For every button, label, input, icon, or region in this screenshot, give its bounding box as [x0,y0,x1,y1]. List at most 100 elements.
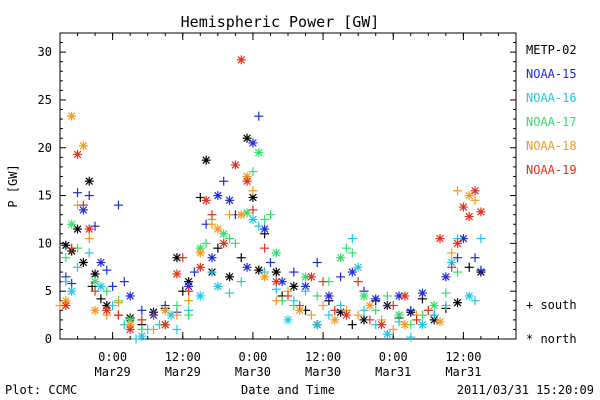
plot-marks [55,55,486,344]
south-plus-point [137,324,147,334]
south-plus-point [406,332,416,342]
north-star-point [330,315,340,325]
south-plus-point [189,267,199,277]
north-star-point [400,320,410,330]
north-star-point [476,207,486,217]
north-star-point [458,234,468,244]
series-noaa-19 [61,55,486,334]
legend-noaa-19: NOAA-19 [526,163,577,177]
north-star-point [254,148,264,158]
north-star-point [225,195,235,205]
south-plus-point [347,320,357,330]
south-plus-point [149,324,159,334]
north-star-point [78,141,88,151]
south-plus-point [301,286,311,296]
north-star-point [453,298,463,308]
north-star-point [166,310,176,320]
legend-noaa-18: NOAA-18 [526,139,577,153]
south-plus-point [336,272,346,282]
footer-timestamp: 2011/03/31 15:20:09 [457,383,594,397]
south-plus-point [476,265,486,275]
north-star-point [236,55,246,65]
south-plus-point [254,221,264,231]
north-star-point [377,320,387,330]
north-star-point [67,111,77,121]
south-plus-point [447,262,457,272]
south-plus-point [464,262,474,272]
south-plus-point [359,305,369,315]
north-star-point [435,234,445,244]
x-tick-label-time: 12:00 [165,350,201,364]
south-plus-point [254,111,264,121]
north-star-point [382,329,392,339]
north-star-point [160,305,170,315]
north-star-point [417,320,427,330]
north-star-point [271,277,281,287]
south-plus-point [102,286,112,296]
south-plus-point [78,200,88,210]
south-plus-point [184,286,194,296]
y-tick-label: 25 [38,93,52,107]
x-tick-label-time: 12:00 [305,350,341,364]
north-star-point [464,212,474,222]
north-star-point [400,291,410,301]
north-star-point [447,258,457,267]
x-tick-label-time: 12:00 [445,350,481,364]
south-plus-point [67,279,77,289]
north-star-point [84,176,94,186]
south-plus-point [388,301,398,311]
south-plus-point [470,253,480,263]
south-plus-point [295,301,305,311]
south-plus-point [265,258,275,267]
x-tick-label-date: Mar29 [165,365,201,379]
south-plus-point [90,286,100,296]
north-star-point [90,269,100,279]
north-star-point [371,294,381,304]
footer-credit: Plot: CCMC [5,383,77,397]
north-star-point [441,272,451,282]
south-plus-point [271,284,281,294]
south-plus-point [113,310,123,320]
south-plus-point [207,219,217,229]
south-plus-point [353,310,363,320]
north-star-point [73,149,83,159]
south-plus-point [406,305,416,315]
south-plus-point [441,288,451,298]
north-star-point [195,262,205,272]
north-star-point [271,267,281,277]
south-plus-point [312,291,322,301]
south-plus-point [371,305,381,315]
south-plus-point [318,277,328,287]
south-plus-point [447,248,457,258]
north-star-point [394,310,404,320]
north-star-point [207,253,217,263]
south-plus-point [365,315,375,325]
south-plus-point [248,186,258,196]
north-star-point [260,224,270,234]
north-star-point [242,262,252,272]
south-plus-point [453,253,463,263]
north-star-point [353,262,363,272]
south-plus-point [429,310,439,320]
y-tick-label: 10 [38,236,52,250]
south-plus-point [87,281,97,291]
south-plus-point [207,210,217,220]
south-plus-point [172,301,182,311]
legend-noaa-15: NOAA-15 [526,67,577,81]
north-star-point [464,191,474,201]
south-plus-point [441,301,451,311]
south-plus-point [283,291,293,301]
north-star-point [289,281,299,291]
south-plus-point [336,301,346,311]
south-plus-point [388,324,398,334]
north-star-point [195,291,205,301]
south-plus-point [324,310,334,320]
x-tick-label-time: 0:00 [379,350,408,364]
south-plus-point [201,238,211,248]
x-axis-label: Date and Time [241,383,335,397]
north-star-point [213,224,223,234]
chart-title: Hemispheric Power [GW] [181,13,380,31]
north-star-point [458,202,468,212]
north-star-point [61,301,71,311]
north-star-point [306,272,316,282]
